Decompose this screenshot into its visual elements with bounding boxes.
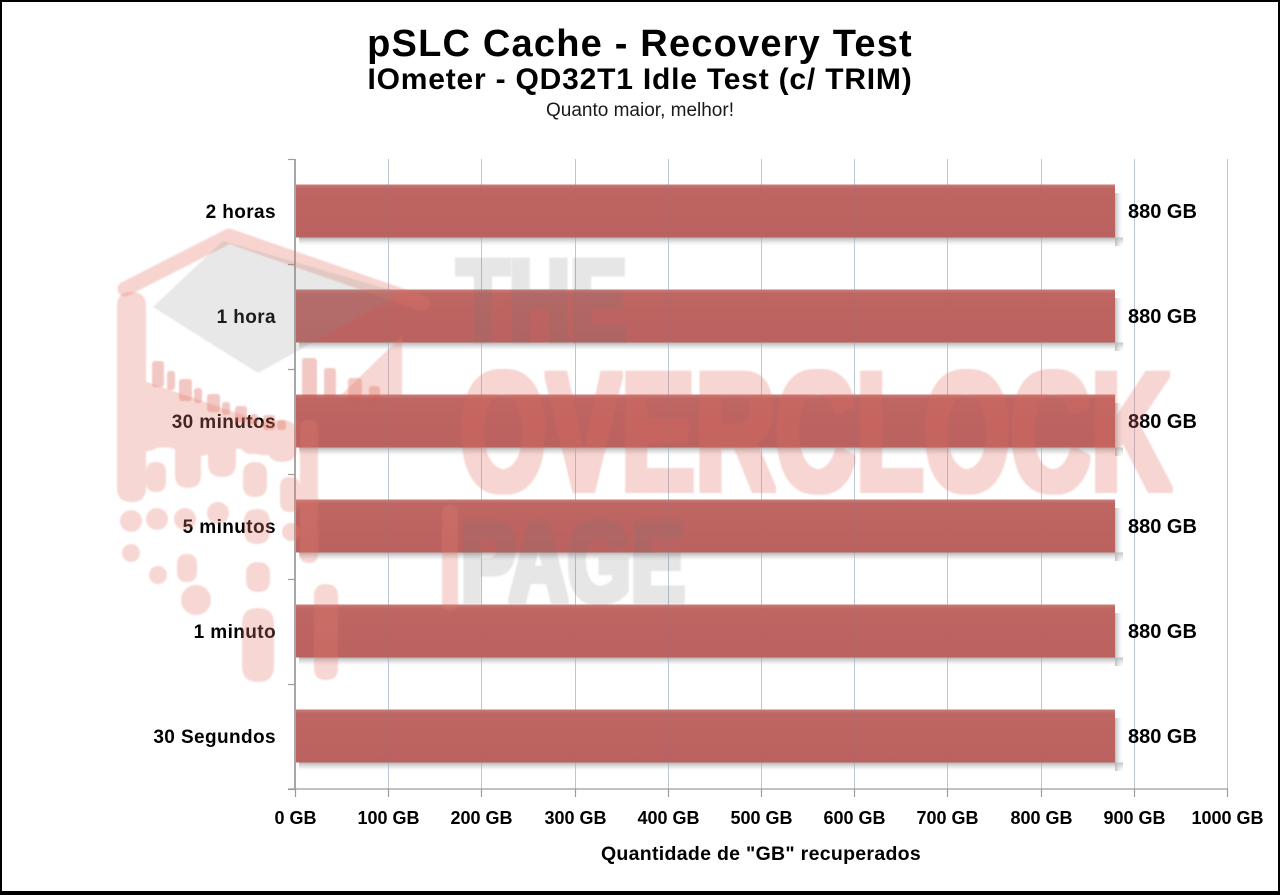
svg-text:IOmeter - QD32T1 Idle Test (c/: IOmeter - QD32T1 Idle Test (c/ TRIM) <box>367 63 912 96</box>
svg-text:500 GB: 500 GB <box>730 808 792 828</box>
svg-text:800 GB: 800 GB <box>1010 808 1072 828</box>
svg-text:900 GB: 900 GB <box>1103 808 1165 828</box>
svg-text:880 GB: 880 GB <box>1128 201 1197 223</box>
svg-text:2 horas: 2 horas <box>206 202 276 223</box>
svg-text:OVERCLOCK: OVERCLOCK <box>460 337 1171 526</box>
svg-text:880 GB: 880 GB <box>1128 726 1197 748</box>
svg-text:700 GB: 700 GB <box>916 808 978 828</box>
svg-text:Quantidade de "GB" recuperados: Quantidade de "GB" recuperados <box>601 843 921 865</box>
svg-text:880 GB: 880 GB <box>1128 306 1197 328</box>
svg-text:880 GB: 880 GB <box>1128 516 1197 538</box>
svg-text:300 GB: 300 GB <box>544 808 606 828</box>
svg-text:200 GB: 200 GB <box>450 808 512 828</box>
svg-text:880 GB: 880 GB <box>1128 621 1197 643</box>
svg-text:1000 GB: 1000 GB <box>1191 808 1263 828</box>
svg-text:THE: THE <box>457 237 627 365</box>
svg-text:pSLC Cache - Recovery Test: pSLC Cache - Recovery Test <box>367 23 913 65</box>
svg-text:100 GB: 100 GB <box>357 808 419 828</box>
svg-text:400 GB: 400 GB <box>637 808 699 828</box>
svg-text:30 Segundos: 30 Segundos <box>153 727 276 748</box>
svg-text:880 GB: 880 GB <box>1128 411 1197 433</box>
svg-text:0 GB: 0 GB <box>274 808 316 828</box>
svg-text:600 GB: 600 GB <box>823 808 885 828</box>
svg-text:Quanto maior, melhor!: Quanto maior, melhor! <box>546 100 734 121</box>
svg-text:PAGE: PAGE <box>461 499 685 625</box>
